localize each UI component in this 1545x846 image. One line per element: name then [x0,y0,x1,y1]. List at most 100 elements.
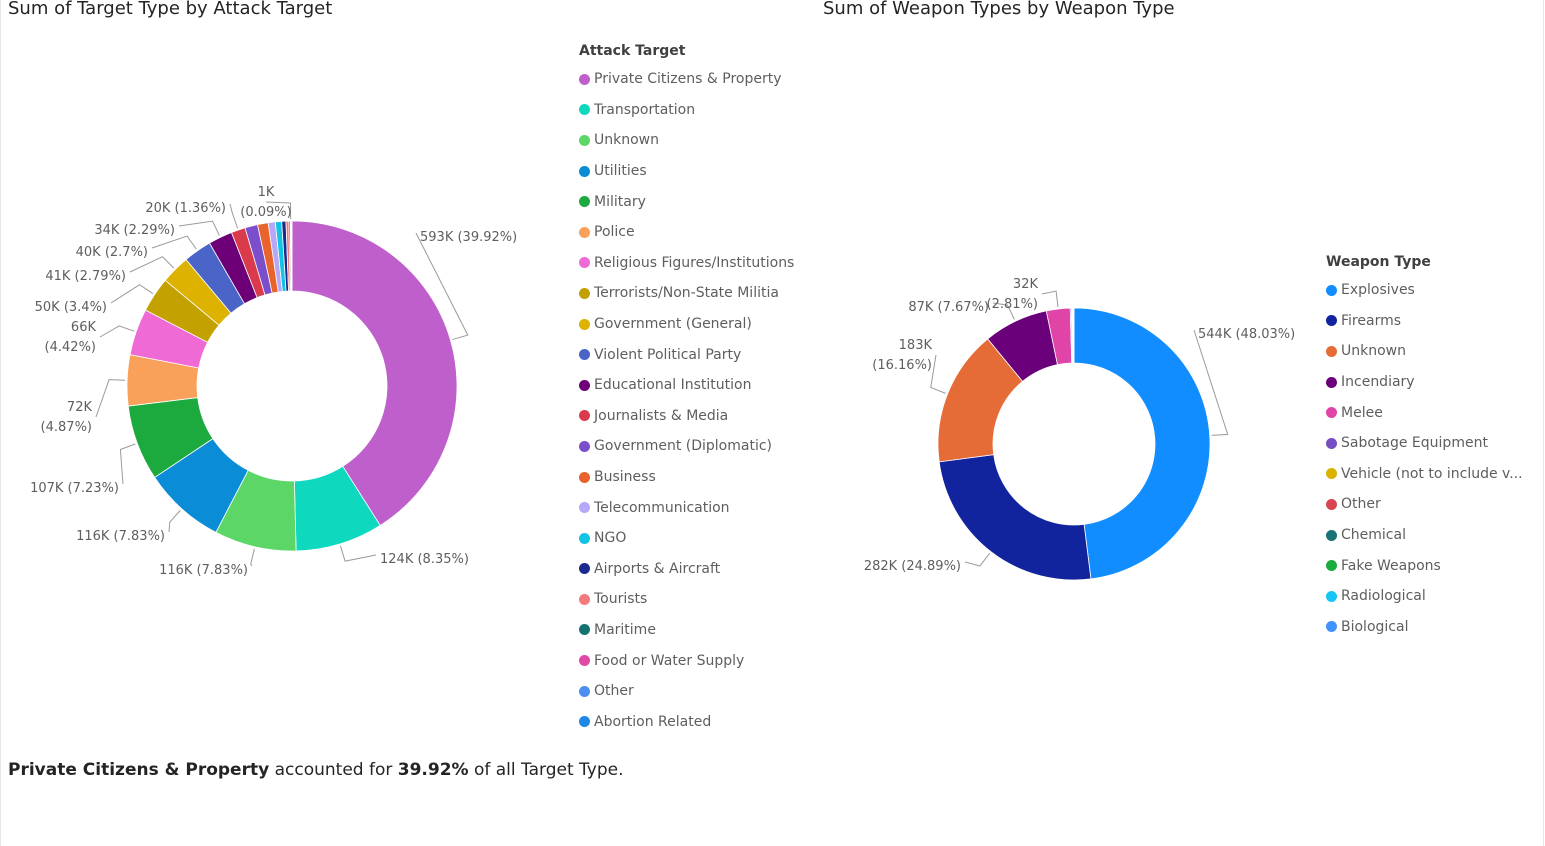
data-label-firearms: 282K (24.89%) [864,559,961,574]
chart-title: Sum of Weapon Types by Weapon Type [823,0,1175,19]
legend-item-government-diplomatic[interactable]: Government (Diplomatic) [579,431,794,462]
leader-line [1041,290,1059,307]
legend-item-other[interactable]: Other [579,676,794,707]
legend-marker-icon [579,471,590,483]
data-label-journalists-media: 20K (1.36%) [145,201,226,216]
legend-item-journalists-media[interactable]: Journalists & Media [579,401,794,432]
slice-private-citizens-property[interactable] [291,220,458,527]
weapon-type-donut-chart[interactable]: 544K (48.03%) 282K (24.89%) 183K (16.16%) 87… [815,0,1320,740]
leader-line [129,256,175,273]
data-label-police: (4.87%) [41,420,92,435]
legend-label: NGO [594,530,627,547]
data-label-government-general: 41K (2.79%) [45,269,126,284]
legend-label: Journalists & Media [594,407,729,424]
left-frame-border [0,0,1,846]
legend-marker-icon [1326,376,1337,388]
data-label-religious-figures-institutions: 66K [71,320,97,335]
chart-title: Sum of Target Type by Attack Target [8,0,333,19]
legend-item-fake-weapons[interactable]: Fake Weapons [1326,550,1523,581]
legend-marker-icon [579,104,590,116]
insight-highlight: Private Citizens & Property [8,760,270,780]
legend-item-private-citizens-property[interactable]: Private Citizens & Property [579,64,794,95]
data-label-terrorists-non-state-militia: 50K (3.4%) [35,300,107,315]
data-label-incendiary: 87K (7.67%) [908,300,989,315]
legend-item-biological[interactable]: Biological [1326,612,1523,643]
legend-item-military[interactable]: Military [579,186,794,217]
legend-marker-icon [579,134,590,146]
legend-marker-icon [579,716,590,728]
legend-item-transportation[interactable]: Transportation [579,95,794,126]
legend-label: Vehicle (not to include v... [1341,465,1523,482]
data-label-unknown: 183K [899,338,933,353]
legend-item-melee[interactable]: Melee [1326,397,1523,428]
legend-item-other[interactable]: Other [1326,489,1523,520]
legend-item-firearms[interactable]: Firearms [1326,306,1523,337]
legend-label: Utilities [594,163,647,180]
insight-text-1: accounted for [269,760,398,780]
insight-value: 39.92% [397,760,469,780]
data-label-religious-figures-institutions: (4.42%) [45,340,96,355]
legend-item-religious-figures-institutions[interactable]: Religious Figures/Institutions [579,248,794,279]
data-label-unknown: 116K (7.83%) [159,563,248,578]
legend-item-tourists[interactable]: Tourists [579,584,794,615]
legend-label: Private Citizens & Property [594,71,782,88]
legend-item-violent-political-party[interactable]: Violent Political Party [579,339,794,370]
legend-item-food-or-water-supply[interactable]: Food or Water Supply [579,645,794,676]
legend-label: Maritime [594,621,656,638]
legend-item-ngo[interactable]: NGO [579,523,794,554]
slice-firearms[interactable] [938,454,1092,581]
legend-item-terrorists-non-state-militia[interactable]: Terrorists/Non-State Militia [579,278,794,309]
legend-label: Fake Weapons [1341,557,1441,574]
legend-item-vehicle-not-to-include-v[interactable]: Vehicle (not to include v... [1326,459,1523,490]
legend-marker-icon [579,226,590,238]
legend-item-government-general[interactable]: Government (General) [579,309,794,340]
legend-marker-icon [579,287,590,299]
legend-marker-icon [579,196,590,208]
legend-marker-icon [1326,284,1337,296]
legend-marker-icon [579,593,590,605]
legend-item-abortion-related[interactable]: Abortion Related [579,706,794,737]
leader-line [265,201,292,220]
legend-item-explosives[interactable]: Explosives [1326,275,1523,306]
legend-item-radiological[interactable]: Radiological [1326,581,1523,612]
legend-marker-icon [579,349,590,361]
legend-item-chemical[interactable]: Chemical [1326,520,1523,551]
leader-line [95,379,126,418]
data-label-utilities: 116K (7.83%) [76,529,165,544]
legend-label: Business [594,469,656,486]
legend-item-utilities[interactable]: Utilities [579,156,794,187]
legend-label: Government (Diplomatic) [594,438,772,455]
legend-label: Military [594,193,646,210]
legend-label: Telecommunication [594,499,730,516]
legend-label: Abortion Related [594,713,712,730]
target-type-donut-visual[interactable]: Sum of Target Type by Attack Target 593K… [0,0,815,740]
legend-marker-icon [1326,560,1337,572]
legend-label: Other [1341,496,1381,513]
legend-item-unknown[interactable]: Unknown [1326,336,1523,367]
data-label-educational-institution: 34K (2.29%) [94,223,175,238]
legend-label: Tourists [594,591,648,608]
legend-item-unknown[interactable]: Unknown [579,125,794,156]
legend-item-maritime[interactable]: Maritime [579,615,794,646]
legend-item-business[interactable]: Business [579,462,794,493]
legend-item-educational-institution[interactable]: Educational Institution [579,370,794,401]
weapon-type-donut-visual[interactable]: Sum of Weapon Types by Weapon Type 544K … [815,0,1543,740]
legend-item-telecommunication[interactable]: Telecommunication [579,492,794,523]
leader-line [110,284,154,304]
legend-marker-icon [579,532,590,544]
target-type-donut-chart[interactable]: 593K (39.92%) 124K (8.35%) 116K (7.83%) 116… [0,0,570,740]
legend-item-airports-aircraft[interactable]: Airports & Aircraft [579,554,794,585]
legend-marker-icon [579,440,590,452]
legend-item-incendiary[interactable]: Incendiary [1326,367,1523,398]
leader-line [229,203,239,229]
leader-line [168,509,181,533]
attack-target-legend: Attack Target Private Citizens & Propert… [579,38,794,737]
data-label-food-or-water-supply: 1K [258,185,275,200]
right-frame-border [1543,0,1544,846]
slice-explosives[interactable] [1073,307,1211,580]
legend-item-police[interactable]: Police [579,217,794,248]
legend-item-sabotage-equipment[interactable]: Sabotage Equipment [1326,428,1523,459]
legend-label: Unknown [594,132,659,149]
legend-marker-icon [579,257,590,269]
legend-label: Firearms [1341,312,1402,329]
